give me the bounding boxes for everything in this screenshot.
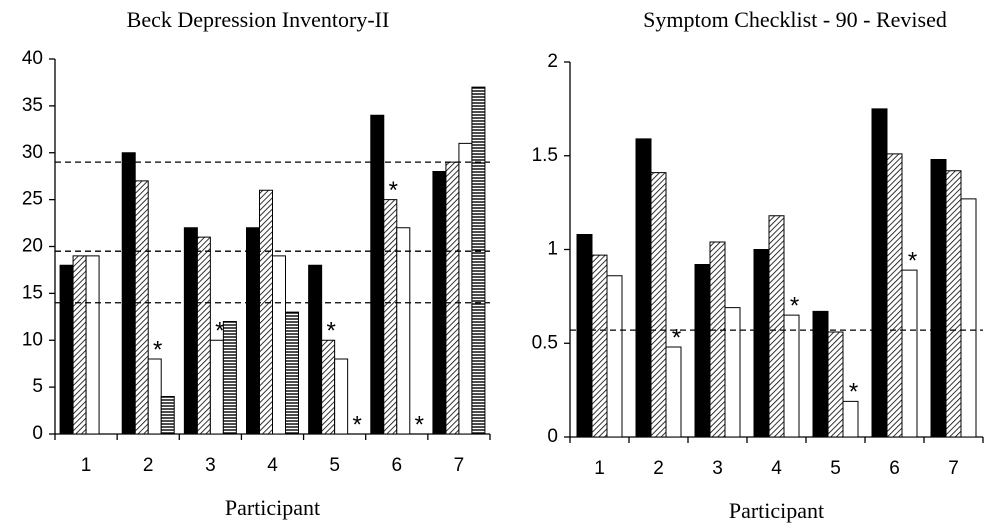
x-tick-label: 4 — [771, 458, 782, 479]
x-tick-label: 5 — [329, 455, 340, 476]
bar — [196, 236, 211, 435]
bar — [606, 275, 623, 438]
y-tick-label: 40 — [22, 48, 43, 69]
bar — [576, 234, 593, 438]
x-tick-label: 6 — [889, 458, 900, 479]
bar — [334, 358, 349, 435]
x-tick-label: 7 — [948, 458, 959, 479]
x-tick-label: 3 — [712, 458, 723, 479]
bar — [724, 307, 741, 438]
y-tick-label: 25 — [22, 189, 43, 210]
bar — [308, 264, 323, 435]
significance-marker: * — [908, 247, 917, 274]
bar — [246, 227, 260, 435]
significance-marker: * — [389, 177, 398, 204]
y-tick-label: 0 — [32, 423, 43, 444]
x-tick-label: 3 — [205, 455, 216, 476]
y-tick-label: 0.5 — [532, 332, 558, 353]
y-tick-label: 1 — [547, 239, 558, 260]
bar — [209, 339, 224, 435]
significance-marker: * — [849, 379, 858, 406]
bar — [383, 199, 398, 435]
x-tick-label: 1 — [81, 455, 92, 476]
bar — [842, 400, 859, 438]
x-tick-label: 5 — [830, 458, 841, 479]
bar — [635, 138, 652, 438]
bar — [458, 142, 473, 435]
bar — [147, 358, 162, 435]
bar — [285, 311, 299, 435]
significance-marker: * — [672, 324, 681, 351]
bar — [945, 170, 962, 438]
x-tick-label: 1 — [594, 458, 605, 479]
y-tick-label: 1.5 — [532, 145, 558, 166]
significance-marker: * — [415, 411, 424, 438]
x-tick-label: 4 — [267, 455, 278, 476]
y-tick-label: 2 — [547, 51, 558, 72]
y-tick-label: 10 — [22, 329, 43, 350]
y-tick-label: 0 — [547, 426, 558, 447]
significance-marker: * — [352, 411, 361, 438]
bar — [370, 114, 385, 435]
chart-title: Beck Depression Inventory-II — [127, 7, 390, 32]
bar — [591, 254, 608, 438]
bar — [471, 86, 486, 435]
bar — [901, 269, 918, 438]
bar — [930, 159, 947, 438]
significance-marker: * — [153, 336, 162, 363]
significance-marker: * — [215, 318, 224, 345]
y-tick-label: 35 — [22, 95, 43, 116]
bar — [160, 396, 175, 435]
y-tick-label: 20 — [22, 236, 43, 257]
bar — [827, 331, 844, 438]
bar — [183, 227, 198, 435]
bar — [753, 249, 770, 438]
bar — [768, 215, 785, 438]
bar — [665, 346, 682, 438]
bar — [445, 161, 460, 435]
bar — [72, 255, 87, 435]
x-tick-label: 2 — [653, 458, 664, 479]
bar — [321, 339, 336, 435]
x-tick-label: 7 — [454, 455, 465, 476]
bar — [396, 227, 411, 435]
x-axis-title: Participant — [225, 495, 320, 520]
bar — [259, 189, 273, 435]
chart-title: Symptom Checklist - 90 - Revised — [643, 7, 947, 32]
bar — [59, 264, 74, 435]
bar — [222, 321, 237, 435]
bar — [650, 172, 667, 438]
bar — [886, 153, 903, 438]
bar — [694, 264, 711, 438]
x-axis-title: Participant — [729, 498, 824, 523]
bar — [134, 180, 149, 435]
significance-marker: * — [326, 318, 335, 345]
bar — [960, 198, 977, 438]
bar — [272, 255, 286, 435]
bar — [85, 255, 100, 435]
bar — [709, 241, 726, 438]
y-tick-label: 5 — [32, 376, 43, 397]
x-tick-label: 6 — [391, 455, 402, 476]
significance-marker: * — [790, 292, 799, 319]
x-tick-label: 2 — [143, 455, 154, 476]
bar — [783, 314, 800, 438]
bar — [871, 108, 888, 438]
y-tick-label: 15 — [22, 282, 43, 303]
bar — [121, 152, 136, 435]
y-tick-label: 30 — [22, 142, 43, 163]
